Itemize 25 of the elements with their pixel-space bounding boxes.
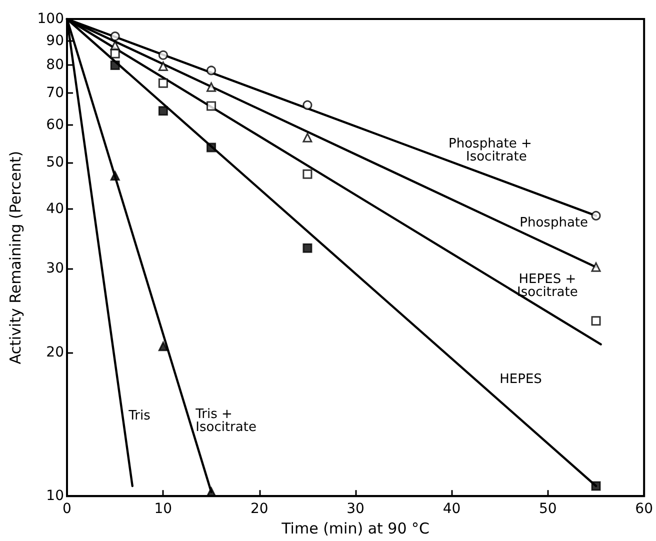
y-tick-label: 30 bbox=[46, 260, 64, 276]
x-axis-title: Time (min) at 90 °C bbox=[280, 520, 430, 538]
y-tick-label: 40 bbox=[46, 200, 64, 217]
y-axis-title: Activity Remaining (Percent) bbox=[6, 150, 24, 364]
x-tick-label: 10 bbox=[154, 501, 172, 518]
y-tick-label: 70 bbox=[46, 84, 64, 101]
x-tick-label: 20 bbox=[250, 501, 268, 518]
y-tick-label: 100 bbox=[37, 11, 64, 27]
y-tick-label: 60 bbox=[46, 116, 64, 133]
x-tick-label: 30 bbox=[346, 501, 364, 518]
series-label: Tris bbox=[128, 408, 151, 424]
y-tick-label: 50 bbox=[46, 154, 64, 171]
y-tick-label: 80 bbox=[46, 57, 64, 74]
series-label: HEPES bbox=[500, 372, 542, 387]
x-tick-label: 60 bbox=[635, 501, 654, 518]
series-label: HEPES + Isocitrate bbox=[517, 272, 578, 300]
series-label: Phosphate bbox=[520, 216, 588, 231]
series-label: Tris + Isocitrate bbox=[194, 407, 256, 436]
x-tick-label: 40 bbox=[442, 501, 461, 518]
y-tick-label: 90 bbox=[46, 32, 64, 49]
y-tick-label: 10 bbox=[46, 488, 64, 504]
x-tick-label: 50 bbox=[538, 501, 557, 518]
x-tick-label: 0 bbox=[62, 501, 72, 518]
series-label: Phosphate + Isocitrate bbox=[448, 136, 532, 164]
y-tick-label: 20 bbox=[46, 344, 64, 360]
